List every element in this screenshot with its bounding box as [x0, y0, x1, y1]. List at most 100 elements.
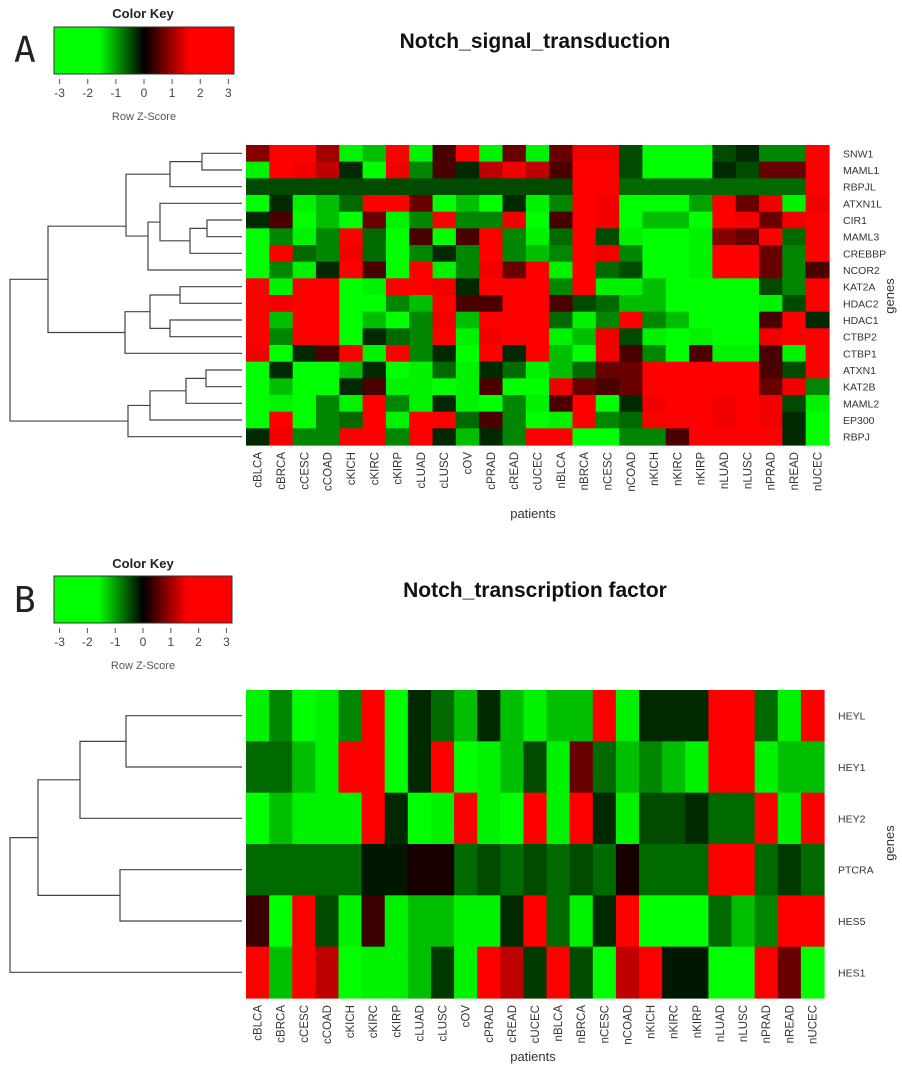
heatmap-cell [592, 895, 617, 948]
column-label: nLUSC [738, 1005, 750, 1042]
heatmap-cell [338, 792, 363, 845]
heatmap-cell [549, 411, 574, 429]
color-key-title: Color Key [112, 556, 174, 571]
heatmap-cell [409, 195, 434, 213]
panel-a: A Color Key -3 -2 -1 0 1 2 3 Row Z-Score Notch… [9, 6, 897, 521]
row-labels-a: SNW1 MAML1 RBPJL ATXN1L CIR1 MAML3 CREBBP NCOR2… [843, 148, 886, 443]
heatmap-cell [662, 690, 686, 742]
heatmap-cell [362, 428, 387, 446]
heatmap-cell [292, 690, 316, 742]
heatmap-cell [731, 741, 756, 794]
heatmap-cell [800, 741, 825, 794]
heatmap-cell [800, 946, 825, 999]
heatmap-cell [432, 245, 457, 263]
heatmap-cell [759, 245, 783, 263]
heatmap-cell [800, 895, 825, 948]
column-label: nBRCA [576, 1005, 588, 1044]
heatmap-cell [477, 741, 501, 794]
heatmap-cell [805, 195, 830, 213]
column-label: cKIRC [368, 1005, 380, 1038]
heatmap-cell [572, 211, 597, 229]
heatmap-cell [385, 361, 410, 379]
heatmap-cell [432, 345, 457, 363]
column-label: cCOAD [323, 452, 335, 491]
heatmap-cell [546, 946, 571, 999]
heatmap-cell [572, 195, 597, 213]
heatmap-cell [362, 195, 387, 213]
heatmap-cell [759, 428, 783, 446]
column-label: cBLCA [253, 452, 265, 488]
chart-title-b: Notch_transcription factor [403, 579, 667, 602]
heatmap-cell [246, 844, 270, 896]
heatmap-cell [479, 195, 504, 213]
row-label: CTBP1 [843, 348, 877, 360]
dendrogram-branch [79, 740, 242, 819]
heatmap-cell [735, 345, 760, 363]
heatmap-cell [595, 211, 620, 229]
heatmap-cell [246, 228, 270, 246]
heatmap-cell [525, 311, 550, 329]
heatmap-cell [246, 245, 270, 263]
heatmap-cell [455, 261, 480, 279]
heatmap-cell [592, 946, 617, 999]
heatmap-cell [549, 311, 574, 329]
heatmap-cell [246, 895, 270, 948]
heatmap-cell [642, 311, 667, 329]
heatmap-cell [269, 946, 293, 999]
heatmap-cell [689, 145, 713, 163]
heatmap-cell [525, 278, 550, 296]
heatmap-cell [315, 328, 340, 346]
heatmap-cell [782, 428, 807, 446]
dendrogram-branch [189, 227, 242, 254]
heatmap-cell [455, 278, 480, 296]
heatmap-cell [292, 792, 316, 845]
heatmap-cell [549, 361, 574, 379]
heatmap-cell [777, 946, 802, 999]
color-key-tick-label: -2 [82, 86, 93, 100]
heatmap-cell [689, 361, 713, 379]
column-label: nLUAD [715, 1005, 727, 1042]
heatmap-cell [432, 428, 457, 446]
heatmap-cell [572, 345, 597, 363]
row-label: CREBBP [843, 248, 886, 260]
color-key-tick-label: 3 [225, 86, 232, 100]
heatmap-cell [430, 844, 455, 896]
color-key-tick-label: 0 [141, 86, 148, 100]
heatmap-cell [782, 161, 807, 179]
column-labels-a: cBLCA cBRCA cCESC cCOAD cKICH cKIRC cKIRP cLUAD… [253, 452, 825, 492]
dendrogram-branch [169, 161, 242, 188]
heatmap-cell [500, 895, 525, 948]
heatmap-cell [759, 328, 783, 346]
heatmap-cell [339, 228, 364, 246]
heatmap-cells-b [246, 690, 825, 999]
heatmap-cell [685, 946, 709, 999]
column-label: nPRAD [761, 1005, 773, 1043]
color-key-label: Row Z-Score [111, 660, 175, 672]
heatmap-cell [735, 295, 760, 313]
heatmap-cell [502, 345, 527, 363]
heatmap-cell [315, 946, 340, 999]
heatmap-cell [454, 844, 478, 896]
heatmap-cell [595, 428, 620, 446]
heatmap-cell [525, 395, 550, 413]
heatmap-cell [455, 178, 480, 196]
column-label: nKIRP [696, 452, 708, 486]
heatmap-cell [662, 741, 686, 794]
heatmap-cell [805, 395, 830, 413]
dendrogram-branch [206, 219, 242, 238]
heatmap-cell [432, 295, 457, 313]
heatmap-cell [689, 211, 713, 229]
heatmap-cell [782, 361, 807, 379]
panel-letter-b: B [14, 580, 36, 621]
heatmap-cell [502, 311, 527, 329]
heatmap-cell [246, 741, 270, 794]
heatmap-cell [502, 178, 527, 196]
heatmap-cell [712, 345, 737, 363]
heatmap-cell [315, 792, 340, 845]
heatmap-cell [339, 278, 364, 296]
heatmap-cell [269, 741, 293, 794]
heatmap-cell [361, 844, 386, 896]
dendrogram-branch [125, 715, 242, 768]
heatmap-cell [759, 378, 783, 396]
column-label: cBLCA [253, 1005, 265, 1041]
